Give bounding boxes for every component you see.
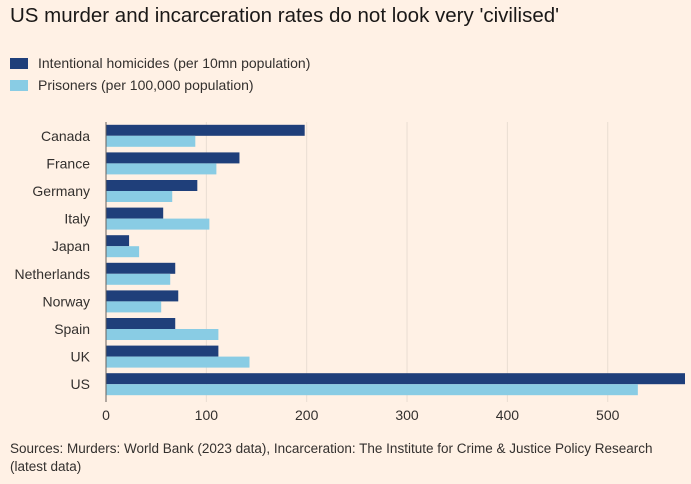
bar-prisoners-canada xyxy=(106,135,196,147)
legend-label-homicides: Intentional homicides (per 10mn populati… xyxy=(38,55,311,71)
bar-homicides-germany xyxy=(106,180,198,191)
x-tick-label: 400 xyxy=(496,407,520,423)
category-label: Netherlands xyxy=(15,266,91,282)
chart-title: US murder and incarceration rates do not… xyxy=(10,4,560,27)
bar-prisoners-uk xyxy=(106,356,250,368)
bar-prisoners-us xyxy=(106,384,638,396)
bar-homicides-italy xyxy=(106,207,164,219)
bar-prisoners-netherlands xyxy=(106,273,171,285)
legend-item-prisoners: Prisoners (per 100,000 population) xyxy=(10,74,310,96)
bar-prisoners-france xyxy=(106,163,217,175)
category-label: Spain xyxy=(54,321,90,337)
bar-prisoners-germany xyxy=(106,191,173,202)
legend-swatch-homicides xyxy=(10,57,28,69)
bar-prisoners-japan xyxy=(106,246,140,258)
bar-homicides-uk xyxy=(106,345,219,357)
bar-homicides-us xyxy=(106,373,685,385)
bar-homicides-japan xyxy=(106,235,130,247)
category-label: Japan xyxy=(52,238,90,254)
x-tick-label: 300 xyxy=(395,407,419,423)
category-label: France xyxy=(46,155,90,171)
legend-swatch-prisoners xyxy=(10,79,28,91)
category-label: Canada xyxy=(41,128,90,144)
bar-homicides-canada xyxy=(106,124,305,136)
bar-homicides-spain xyxy=(106,318,176,329)
legend: Intentional homicides (per 10mn populati… xyxy=(10,52,310,96)
category-label: UK xyxy=(71,349,91,365)
bar-prisoners-spain xyxy=(106,329,219,340)
category-label: Italy xyxy=(64,211,90,227)
x-tick-label: 200 xyxy=(295,407,319,423)
category-label: Germany xyxy=(32,183,90,199)
bar-prisoners-norway xyxy=(106,301,162,313)
category-label: US xyxy=(71,376,90,392)
legend-label-prisoners: Prisoners (per 100,000 population) xyxy=(38,77,254,93)
bar-homicides-norway xyxy=(106,290,179,302)
bar-homicides-france xyxy=(106,152,240,164)
bar-prisoners-italy xyxy=(106,218,210,230)
bar-homicides-netherlands xyxy=(106,262,176,274)
legend-item-homicides: Intentional homicides (per 10mn populati… xyxy=(10,52,310,74)
x-tick-label: 100 xyxy=(195,407,219,423)
x-tick-label: 500 xyxy=(596,407,620,423)
category-label: Norway xyxy=(43,293,90,309)
x-tick-label: 0 xyxy=(102,407,110,423)
source-note: Sources: Murders: World Bank (2023 data)… xyxy=(10,441,653,474)
